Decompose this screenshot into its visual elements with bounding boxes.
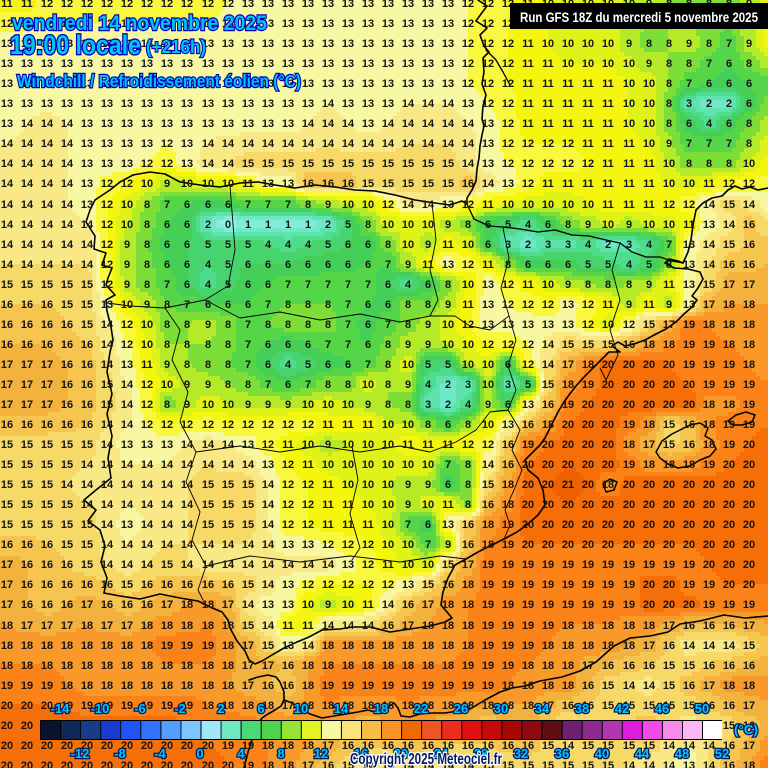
svg-text:16: 16	[354, 746, 368, 761]
svg-text:Windchill / Refroidissement éo: Windchill / Refroidissement éolien (°C)	[17, 71, 301, 91]
svg-text:Run GFS 18Z du mercredi 5 nove: Run GFS 18Z du mercredi 5 novembre 2025	[520, 10, 758, 25]
svg-text:(+216h): (+216h)	[146, 37, 206, 57]
svg-text:40: 40	[595, 746, 609, 761]
svg-text:18: 18	[374, 701, 388, 716]
svg-text:2: 2	[217, 701, 224, 716]
svg-text:6: 6	[257, 701, 264, 716]
svg-text:-14: -14	[51, 701, 71, 716]
svg-text:Copyright 2025 Meteociel.fr: Copyright 2025 Meteociel.fr	[350, 751, 502, 768]
svg-text:8: 8	[277, 746, 284, 761]
svg-text:46: 46	[655, 701, 669, 716]
svg-text:28: 28	[474, 746, 488, 761]
svg-text:10: 10	[294, 701, 308, 716]
svg-text:50: 50	[695, 701, 709, 716]
svg-text:0: 0	[196, 746, 203, 761]
svg-text:32: 32	[514, 746, 528, 761]
svg-text:4: 4	[237, 746, 245, 761]
svg-text:48: 48	[675, 746, 689, 761]
svg-text:44: 44	[635, 746, 650, 761]
svg-text:38: 38	[575, 701, 589, 716]
svg-text:22: 22	[414, 701, 428, 716]
svg-text:-4: -4	[154, 746, 166, 761]
svg-text:-10: -10	[91, 701, 110, 716]
svg-text:-8: -8	[114, 746, 126, 761]
svg-text:12: 12	[314, 746, 328, 761]
svg-text:vendredi 14 novembre 2025: vendredi 14 novembre 2025	[12, 12, 267, 35]
svg-text:-6: -6	[134, 701, 146, 716]
svg-text:34: 34	[535, 701, 550, 716]
svg-text:52: 52	[715, 746, 729, 761]
svg-text:14: 14	[334, 701, 349, 716]
svg-text:30: 30	[494, 701, 508, 716]
svg-text:(°C): (°C)	[734, 722, 758, 737]
svg-text:24: 24	[434, 746, 449, 761]
svg-text:-2: -2	[174, 701, 186, 716]
svg-text:19:00 locale: 19:00 locale	[10, 30, 141, 60]
svg-text:42: 42	[615, 701, 629, 716]
svg-text:36: 36	[555, 746, 569, 761]
svg-text:26: 26	[454, 701, 468, 716]
svg-text:-12: -12	[71, 746, 90, 761]
svg-text:20: 20	[394, 746, 408, 761]
